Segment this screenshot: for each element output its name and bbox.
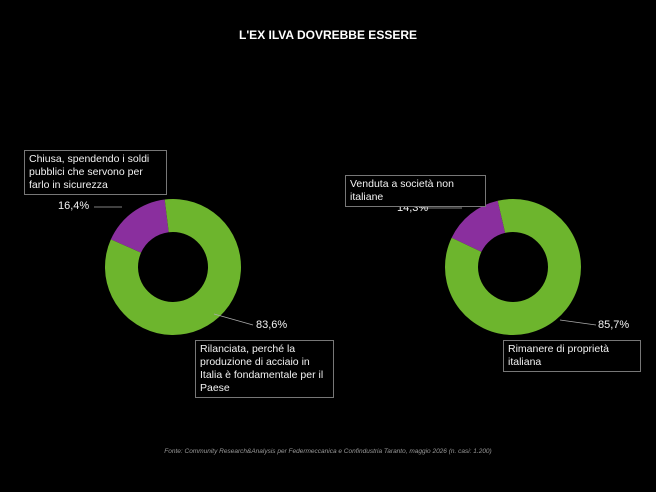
category-label: Rimanere di proprietà italiana — [503, 340, 641, 372]
source-note: Fonte: Community Research&Analysis per F… — [164, 448, 492, 455]
donut-segment — [105, 199, 241, 336]
donut-segment — [110, 199, 169, 253]
value-label: 85,7% — [598, 319, 630, 331]
value-label: 83,6% — [256, 319, 288, 331]
value-label: 16,4% — [58, 200, 90, 212]
donut-segment — [451, 200, 506, 252]
category-label: Venduta a società non italiane — [345, 175, 486, 207]
page-title: L'EX ILVA DOVREBBE ESSERE — [239, 28, 417, 42]
category-label: Rilanciata, perché la produzione di acci… — [195, 340, 334, 398]
donut-segment — [444, 199, 581, 335]
category-label: Chiusa, spendendo i soldi pubblici che s… — [24, 150, 167, 195]
leader-line — [213, 313, 254, 326]
leader-line — [559, 319, 597, 326]
